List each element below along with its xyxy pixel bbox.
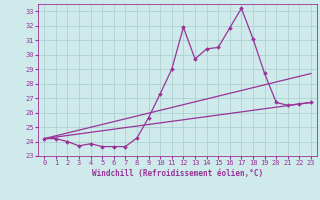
X-axis label: Windchill (Refroidissement éolien,°C): Windchill (Refroidissement éolien,°C) (92, 169, 263, 178)
